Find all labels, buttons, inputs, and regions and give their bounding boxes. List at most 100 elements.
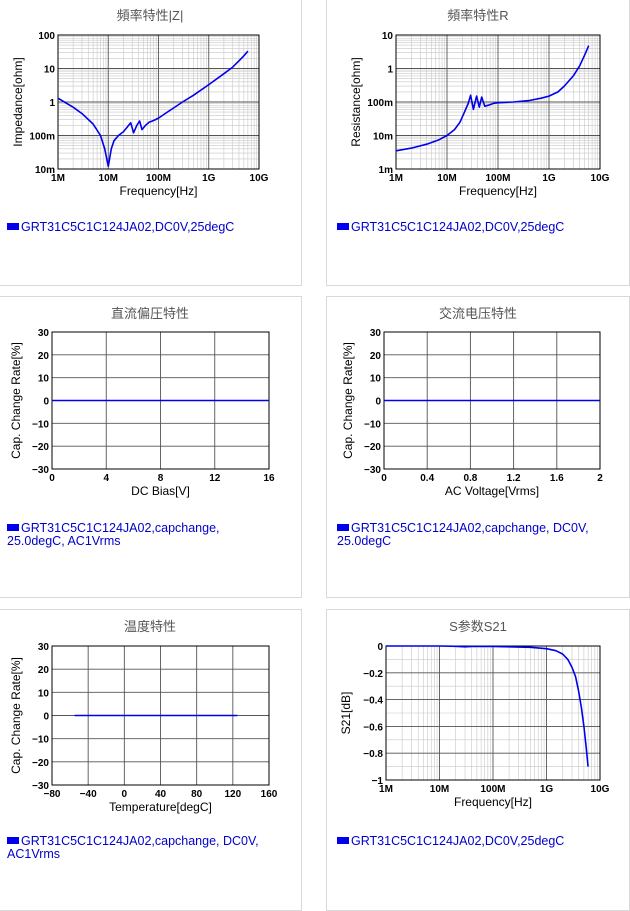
x-tick-label: 120 bbox=[224, 789, 241, 800]
plot-frame bbox=[51, 645, 270, 786]
x-tick-label: −80 bbox=[44, 789, 61, 800]
y-axis-label: Cap. Change Rate[%] bbox=[341, 342, 355, 459]
panel-s21: S参数S21 1M 10M 100M 1G 10G 0 −0.2 −0.4 −0.6 −0.8 −1… bbox=[326, 609, 630, 911]
chart-title: S参数S21 bbox=[449, 619, 507, 634]
y-tick-label: −0.8 bbox=[363, 749, 383, 760]
legend-label: GRT31C5C1C124JA02,DC0V,25degC bbox=[351, 220, 565, 234]
x-tick-label: 160 bbox=[261, 789, 278, 800]
y-tick-label: −20 bbox=[32, 442, 49, 453]
x-axis-label: Frequency[Hz] bbox=[459, 184, 537, 198]
x-tick-label: 100M bbox=[480, 784, 505, 795]
x-axis-label: AC Voltage[Vrms] bbox=[445, 484, 539, 498]
y-tick-label: 20 bbox=[38, 665, 50, 676]
x-tick-label: 4 bbox=[103, 473, 109, 484]
x-tick-label: 10M bbox=[99, 173, 118, 184]
x-tick-label: 80 bbox=[191, 789, 203, 800]
y-tick-label: 10 bbox=[370, 374, 382, 385]
legend-item: GRT31C5C1C124JA02,DC0V,25degC bbox=[337, 221, 564, 234]
y-tick-label: −30 bbox=[364, 465, 381, 476]
x-tick-label: 16 bbox=[263, 473, 275, 484]
legend-swatch bbox=[337, 837, 349, 844]
panel-dc-bias: 直流偏圧特性 0 4 8 12 16 30 20 10 0 −10 −20 −30 DC Bias[V]… bbox=[0, 296, 302, 598]
y-tick-label: 0 bbox=[43, 397, 49, 408]
x-axis-label: Frequency[Hz] bbox=[454, 795, 532, 809]
x-tick-label: 1G bbox=[542, 173, 556, 184]
x-tick-label: 0 bbox=[381, 473, 387, 484]
legend-item: GRT31C5C1C124JA02,DC0V,25degC bbox=[337, 835, 564, 848]
y-tick-label: 10 bbox=[44, 65, 56, 76]
x-tick-label: −40 bbox=[80, 789, 97, 800]
y-axis-label: Impedance[ohm] bbox=[11, 57, 25, 146]
x-tick-label: 1G bbox=[540, 784, 554, 795]
legend-swatch bbox=[7, 223, 19, 230]
x-tick-label: 10G bbox=[591, 173, 610, 184]
plot-frame bbox=[395, 34, 601, 170]
s21-chart: 1M 10M 100M 1G 10G 0 −0.2 −0.4 −0.6 −0.8 −1 Frequen… bbox=[339, 642, 610, 809]
y-tick-label: 1 bbox=[49, 98, 55, 109]
legend-item: GRT31C5C1C124JA02,capchange, DC0V, AC1Vr… bbox=[7, 835, 259, 861]
y-axis-label: S21[dB] bbox=[339, 692, 353, 735]
legend-item: GRT31C5C1C124JA02,capchange, DC0V, 25.0d… bbox=[337, 522, 589, 548]
y-tick-label: 10 bbox=[382, 31, 394, 42]
legend-label: GRT31C5C1C124JA02,DC0V,25degC bbox=[351, 834, 565, 848]
y-tick-label: −0.6 bbox=[363, 722, 383, 733]
series-line bbox=[395, 45, 590, 152]
y-tick-label: 100m bbox=[29, 132, 55, 143]
chart-title: 直流偏圧特性 bbox=[110, 306, 189, 321]
x-axis-label: DC Bias[V] bbox=[131, 484, 190, 498]
series-line bbox=[57, 50, 249, 168]
x-tick-label: 10G bbox=[591, 784, 610, 795]
plot-frame bbox=[57, 34, 260, 170]
y-tick-label: 0 bbox=[377, 642, 383, 653]
x-tick-label: 0 bbox=[122, 789, 128, 800]
x-tick-label: 0 bbox=[49, 473, 55, 484]
series-line bbox=[386, 645, 589, 767]
y-tick-label: 30 bbox=[370, 328, 382, 339]
legend-swatch bbox=[7, 524, 19, 531]
x-tick-label: 10M bbox=[437, 173, 456, 184]
x-tick-label: 8 bbox=[158, 473, 164, 484]
y-tick-label: −10 bbox=[32, 419, 49, 430]
x-tick-label: 2 bbox=[597, 473, 603, 484]
y-tick-label: 0 bbox=[375, 397, 381, 408]
x-tick-label: 1.6 bbox=[550, 473, 564, 484]
x-tick-label: 1G bbox=[202, 173, 216, 184]
y-tick-label: 100 bbox=[38, 31, 55, 42]
y-tick-label: −20 bbox=[364, 442, 381, 453]
x-tick-label: 40 bbox=[155, 789, 167, 800]
y-tick-label: 0 bbox=[43, 712, 49, 723]
dc-bias-chart: 0 4 8 12 16 30 20 10 0 −10 −20 −30 DC Bias[V] Cap. Ch… bbox=[9, 328, 275, 498]
impedance-chart: 1M 10M 100M 1G 10G 100 10 1 100m 10m Frequency[Hz]… bbox=[11, 31, 269, 198]
y-tick-label: 10m bbox=[373, 132, 393, 143]
y-tick-label: 1m bbox=[379, 165, 394, 176]
y-tick-label: 20 bbox=[38, 351, 50, 362]
x-axis-label: Temperature[degC] bbox=[109, 800, 212, 814]
legend-label: GRT31C5C1C124JA02,capchange, 25.0degC, A… bbox=[7, 521, 220, 548]
chart-title: 交流电压特性 bbox=[438, 306, 517, 321]
chart-title: 頻率特性|Z| bbox=[116, 8, 184, 23]
panel-ac-voltage: 交流电压特性 0 0.4 0.8 1.2 1.6 2 30 20 10 0 −10 −20 −30 AC … bbox=[326, 296, 630, 598]
x-tick-label: 10G bbox=[250, 173, 269, 184]
resistance-chart: 1M 10M 100M 1G 10G 10 1 100m 10m 1m Frequency[Hz] R… bbox=[349, 31, 610, 198]
chart-title: 頻率特性R bbox=[447, 8, 509, 23]
y-tick-label: −30 bbox=[32, 465, 49, 476]
y-tick-label: −0.2 bbox=[363, 669, 383, 680]
legend-item: GRT31C5C1C124JA02,capchange, 25.0degC, A… bbox=[7, 522, 220, 548]
y-tick-label: −1 bbox=[372, 776, 384, 787]
y-tick-label: −10 bbox=[32, 735, 49, 746]
y-tick-label: 30 bbox=[38, 642, 50, 653]
y-tick-label: 1 bbox=[387, 65, 393, 76]
y-tick-label: 30 bbox=[38, 328, 50, 339]
legend-item: GRT31C5C1C124JA02,DC0V,25degC bbox=[7, 221, 234, 234]
legend-swatch bbox=[7, 837, 19, 844]
panel-resistance: 頻率特性R 1M 10M 100M 1G 10G 10 1 100m 10m 1m Frequenc… bbox=[326, 0, 630, 286]
y-tick-label: −20 bbox=[32, 758, 49, 769]
legend-label: GRT31C5C1C124JA02,capchange, DC0V, 25.0d… bbox=[337, 521, 589, 548]
y-tick-label: 10 bbox=[38, 688, 50, 699]
x-tick-label: 100M bbox=[485, 173, 510, 184]
x-tick-label: 1M bbox=[51, 173, 65, 184]
y-tick-label: 100m bbox=[367, 98, 393, 109]
x-tick-label: 0.4 bbox=[420, 473, 434, 484]
y-axis-label: Cap. Change Rate[%] bbox=[9, 342, 23, 459]
legend-swatch bbox=[337, 524, 349, 531]
